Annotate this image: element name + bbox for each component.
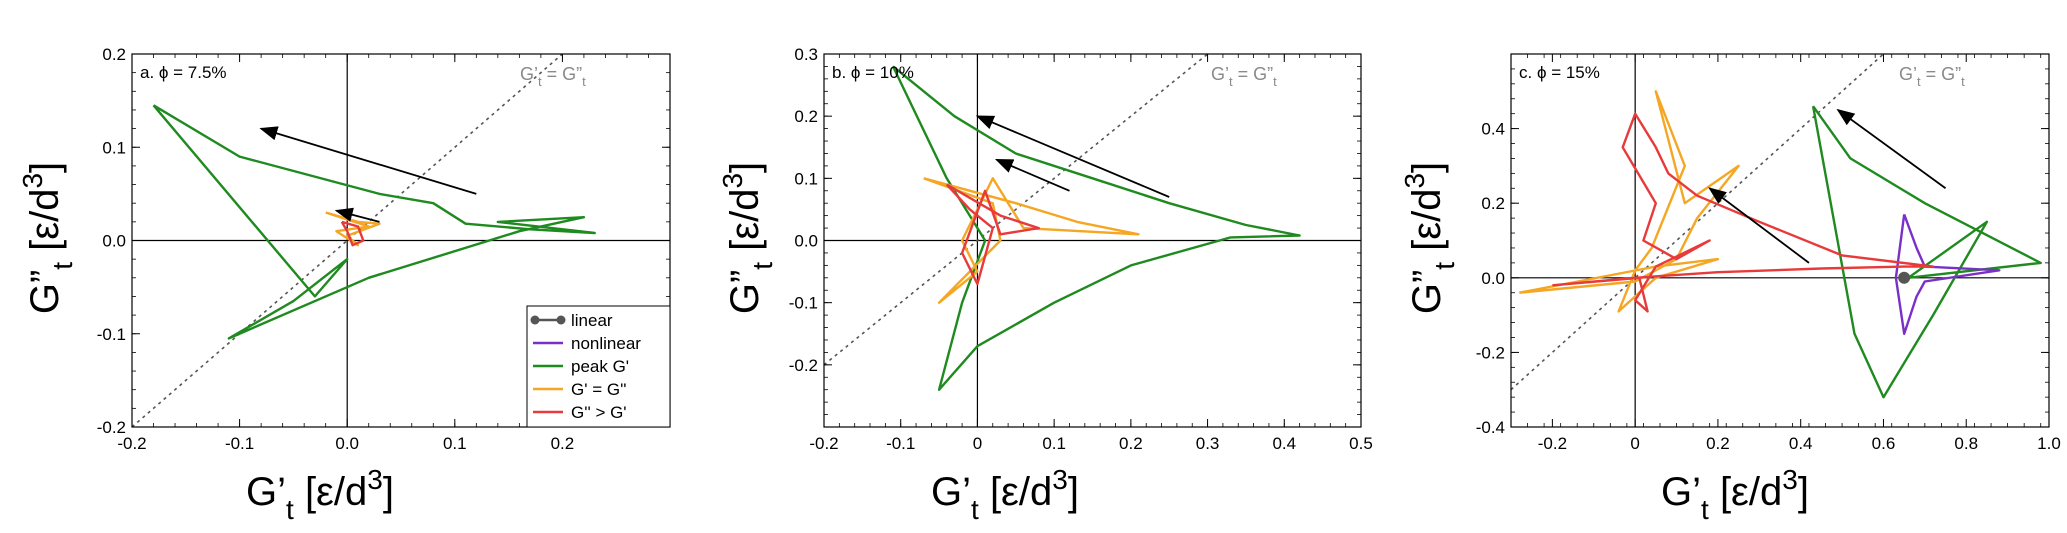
panel-b-diagonal-line [823,53,1209,366]
panel-a-ytick-label: 0.0 [102,232,126,251]
panel-c-ytick-label: 0.4 [1481,120,1505,139]
legend-label: peak G' [571,357,629,376]
panel-c-marker-linear [1898,271,1911,284]
panel-a-ytick-label: -0.2 [97,418,126,437]
panel-b-ytick-label: -0.2 [789,356,818,375]
panel-a-label: a. ϕ = 7.5% [140,63,227,82]
panel-c-frame [1510,53,2050,428]
panel-c-series-g-g [1519,90,1740,313]
panel-b-arrow [975,115,1170,198]
panel-c-xtick-label: 0.4 [1789,434,1813,453]
panel-a-xlabel: G’t [ε/d3] [246,464,394,525]
panel-b-diagonal-label: G’t = G”t [1211,64,1277,89]
panel-c-ytick-label: 0.0 [1481,269,1505,288]
panel-c-diagonal-line [1510,53,1884,391]
panel-b-xtick-label: 0.2 [1119,434,1143,453]
panel-c: -0.2 0 0.2 0.4 0.6 0.8 1.0 -0.4 -0.2 0.0 0.2 0.4 c.… [1476,53,2061,453]
panel-b-xtick-label: 0.3 [1196,434,1220,453]
panel-c-xtick-label: -0.2 [1538,434,1567,453]
panel-a-arrow [334,207,380,223]
panel-b-series-g-g [945,183,1041,286]
panel-b-ytick-label: 0.1 [794,169,818,188]
panel-c-series-peak-g [1811,105,2042,399]
panel-a-ytick-label: 0.2 [102,45,126,64]
panel-c-ytick-label: -0.2 [1476,343,1505,362]
panel-c-xtick-label: 0.8 [1954,434,1978,453]
panel-b-ytick-label: 0.2 [794,107,818,126]
panel-a-series-g-g [325,211,381,247]
panel-c-xtick-label: 1.0 [2037,434,2061,453]
panel-a: -0.2 -0.1 0.0 0.1 0.2 -0.2 -0.1 0.0 0.1 0.2 a. ϕ … [97,45,671,453]
panel-c-ylabel: G”t [ε/d3] [1399,162,1460,314]
panel-b-ytick-label: 0.0 [794,232,818,251]
panel-b-ytick-label: 0.3 [794,45,818,64]
panel-c-arrow [1708,187,1810,264]
legend-label: nonlinear [571,334,641,353]
panel-a-xtick-label: 0.0 [335,434,359,453]
panel-c-arrow [1836,108,1947,190]
legend-label: G' = G'' [571,380,627,399]
panel-b: -0.2 -0.1 0 0.1 0.2 0.3 0.4 0.5 -0.2 -0.1 0.0 0.1 0.… [789,45,1373,453]
panel-c-series-nonlinear [1894,213,2001,335]
legend-label: G'' > G' [571,403,627,422]
panel-b-xtick-label: -0.1 [886,434,915,453]
legend-label: linear [571,311,613,330]
panel-a-xtick-label: 0.1 [443,434,467,453]
panel-c-xtick-label: 0 [1630,434,1639,453]
panel-a-frame [131,53,671,428]
panel-b-label: b. ϕ = 10% [832,63,914,82]
panel-a-xtick-label: -0.1 [225,434,254,453]
panel-c-xlabel: G’t [ε/d3] [1661,464,1809,525]
legend-marker [530,315,540,325]
panel-a-diagonal-label: G’t = G”t [520,64,586,89]
panel-a-series-g-g [340,220,365,247]
panel-b-xtick-label: 0.5 [1349,434,1373,453]
panel-b-xtick-label: 0.1 [1042,434,1066,453]
panel-c-diagonal-label: G’t = G”t [1899,64,1965,89]
panel-c-ytick-label: -0.4 [1476,418,1505,437]
panel-b-series-peak-g [891,65,1301,391]
panel-c-xtick-label: 0.6 [1872,434,1896,453]
panel-c-series-g-g [1552,112,1935,313]
panel-a-ytick-label: -0.1 [97,325,126,344]
panel-b-xlabel: G’t [ε/d3] [931,464,1079,525]
panel-a-ytick-label: 0.1 [102,138,126,157]
panel-b-xtick-label: 0 [973,434,982,453]
panel-b-xtick-label: -0.2 [809,434,838,453]
panel-a-xtick-label: 0.2 [551,434,575,453]
panel-c-label: c. ϕ = 15% [1519,63,1600,82]
panel-b-ytick-label: -0.1 [789,294,818,313]
panel-c-xtick-label: 0.2 [1706,434,1730,453]
panel-c-ytick-label: 0.2 [1481,194,1505,213]
panel-a-series-peak-g [152,104,596,340]
panel-a-xtick-label: -0.2 [117,434,146,453]
axis-titles: G’t [ε/d3] G’t [ε/d3] G’t [ε/d3] G”t [ε/… [17,162,1809,525]
panel-b-arrow [994,158,1070,192]
panel-b-ylabel: G”t [ε/d3] [717,162,778,314]
panel-a-ylabel: G”t [ε/d3] [17,162,78,314]
panel-b-frame [823,53,1362,428]
panel-a-arrow [259,126,477,195]
legend-marker [556,315,566,325]
panel-b-xtick-label: 0.4 [1272,434,1296,453]
